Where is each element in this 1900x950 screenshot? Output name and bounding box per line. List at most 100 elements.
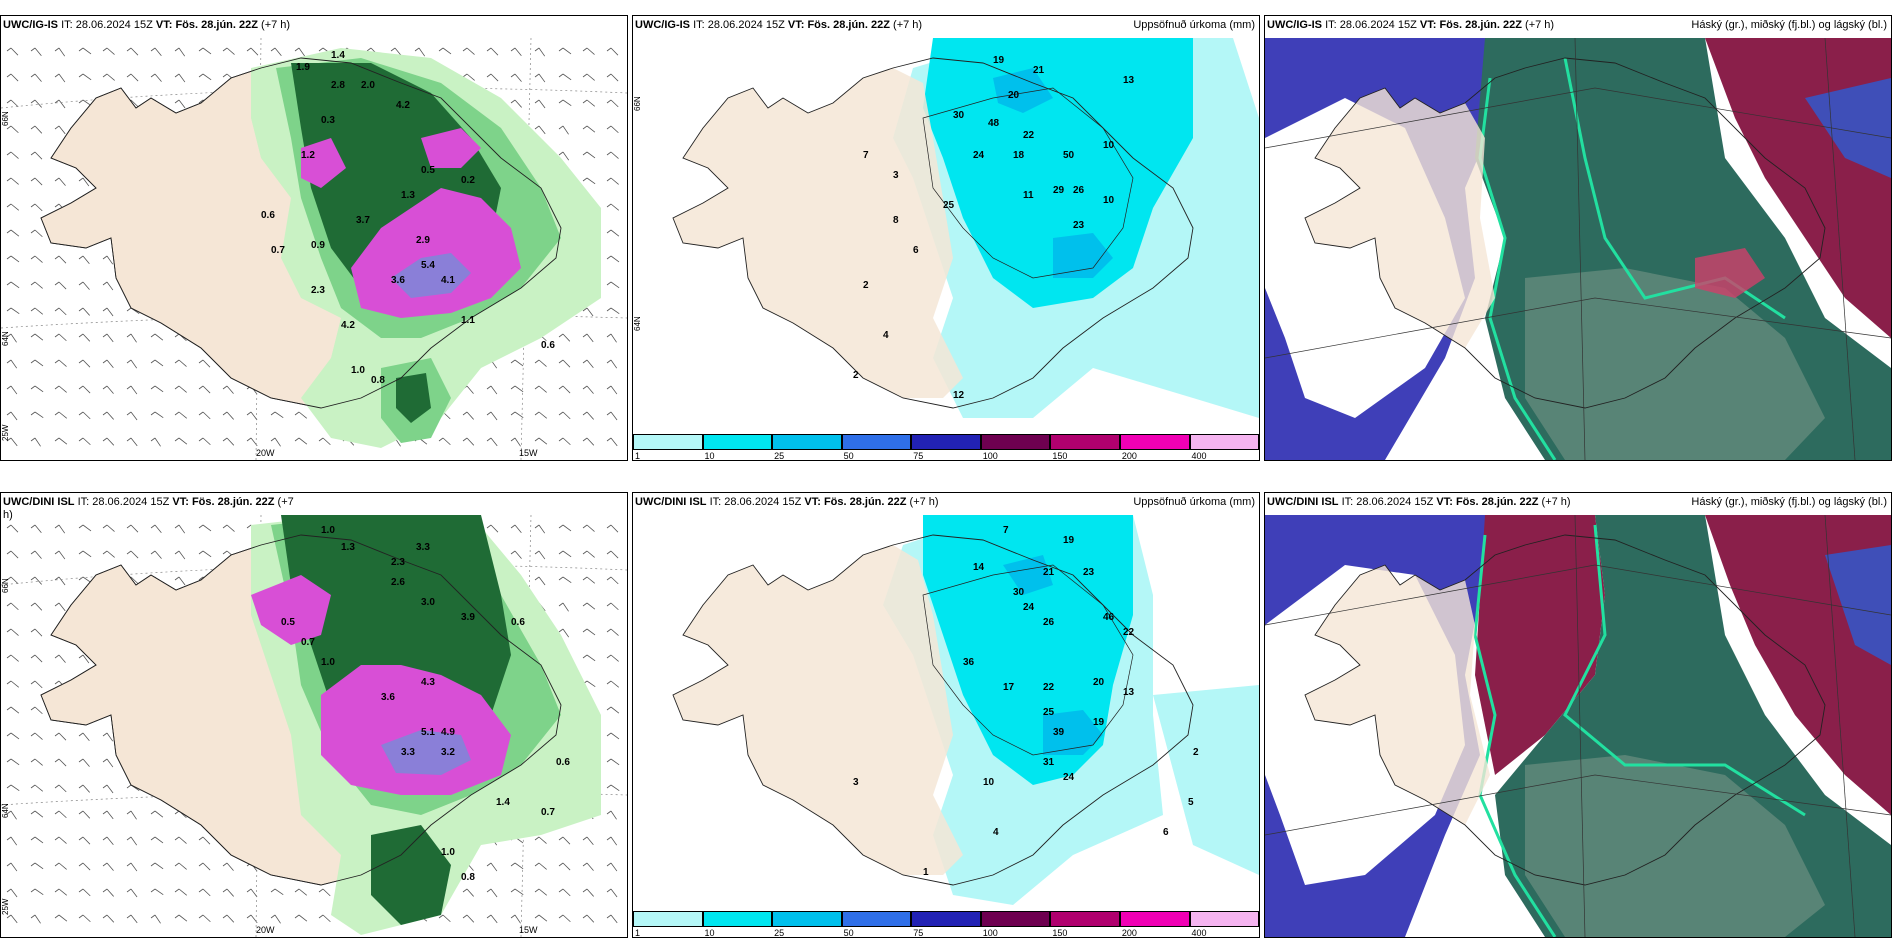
wind-barb [174,47,186,57]
wind-barb [534,99,546,109]
value-label: 2.8 [331,80,345,91]
wind-barb [558,151,570,161]
wind-barb [606,411,618,421]
wind-barb [30,602,43,611]
wind-barb [150,47,162,56]
wind-barb [54,524,66,534]
scale-cells [633,911,1259,927]
wind-barb [78,385,91,394]
value-label: 0.6 [556,757,570,768]
wind-barb [102,524,115,532]
value-label: 26 [1073,185,1085,196]
wind-barb [126,862,138,872]
wind-barb [606,706,620,714]
panel-title: UWC/IG-IS IT: 28.06.2024 15Z VT: Fös. 28… [1267,19,1555,31]
wind-barb [606,359,618,369]
wind-barb [6,255,20,263]
lat-label-66n: 66N [633,96,642,111]
value-label: 2 [853,370,859,381]
wind-barb [102,732,114,742]
wind-barb [54,177,66,186]
wind-barb [102,281,114,291]
wind-barb [558,576,572,583]
wind-barb [174,576,186,586]
wind-barb [606,73,619,82]
wind-barb [54,125,66,135]
wind-barb [198,437,211,446]
wind-barb [54,255,67,264]
wind-barb [150,550,162,559]
wind-barb [78,47,92,55]
wind-barb [510,862,524,870]
value-label: 50 [1063,150,1075,161]
wind-barb [462,914,475,923]
wind-barb [6,73,19,82]
wind-barb [102,359,114,368]
wind-barb [30,810,44,818]
scale-cell [702,434,773,450]
wind-barb [54,810,67,819]
wind-barb [414,47,426,57]
wind-barb [6,281,20,289]
wind-barb [270,411,284,418]
scale-cell [1189,434,1259,450]
wind-barb [30,862,44,870]
wind-barb [606,862,618,872]
wind-barb [582,654,596,662]
value-label: 10 [983,777,995,788]
wind-barb [438,914,451,923]
wind-barb [606,47,619,56]
precip-values: 1.9 1.4 2.8 2.0 0.3 4.2 1.2 0.5 1.3 0.2 0.6 3.7 0.9 2… [261,50,555,386]
wind-barb [78,359,91,368]
value-label: 0.2 [461,175,475,186]
scale-ticks: 1 10 25 50 75 100 150 200 400 [633,928,1259,938]
wind-barb [30,680,43,689]
wind-barb [582,151,596,159]
value-label: 5 [1188,797,1194,808]
wind-barb [6,810,17,820]
wind-barb [6,628,19,636]
wind-barb [606,281,620,289]
wind-barb [558,437,571,446]
value-label: 24 [973,150,985,161]
wind-barb [558,524,572,532]
wind-barb [78,177,90,187]
wind-barb [150,914,161,924]
wind-barb [510,99,522,108]
wind-barb [30,706,43,715]
value-label: 10 [1103,140,1115,151]
panel-title: UWC/IG-IS IT: 28.06.2024 15Z VT: Fös. 28… [3,19,291,31]
value-label: 12 [953,390,965,401]
wind-barb [54,862,67,870]
wind-barb [78,255,90,264]
wind-barb [126,437,138,447]
wind-barb [54,732,67,741]
precip-shading [251,48,601,448]
wind-barb [558,836,571,845]
wind-barb [438,47,452,55]
wind-barb [126,359,138,369]
wind-barb [6,151,19,159]
value-label: 3.0 [421,597,435,608]
wind-barb [558,628,570,638]
scale-tick-label: 100 [982,928,998,938]
wind-barb [126,914,138,924]
scale-cell [1189,911,1259,927]
value-label: 0.6 [261,210,275,221]
wind-barb [54,576,66,586]
value-label: 2.6 [391,577,405,588]
wind-barb [606,385,618,395]
scale-cell [911,434,981,450]
value-label: 20 [1093,677,1105,688]
value-label: 30 [1013,587,1025,598]
wind-barb [30,654,43,663]
value-label: 24 [1023,602,1035,613]
wind-barb [54,654,66,663]
wind-barb [78,411,91,420]
wind-barb [102,437,115,446]
wind-barb [6,99,19,108]
wind-barb [174,385,187,393]
wind-barb [606,125,619,134]
wind-barb [582,576,596,584]
wind-barb [318,888,331,897]
